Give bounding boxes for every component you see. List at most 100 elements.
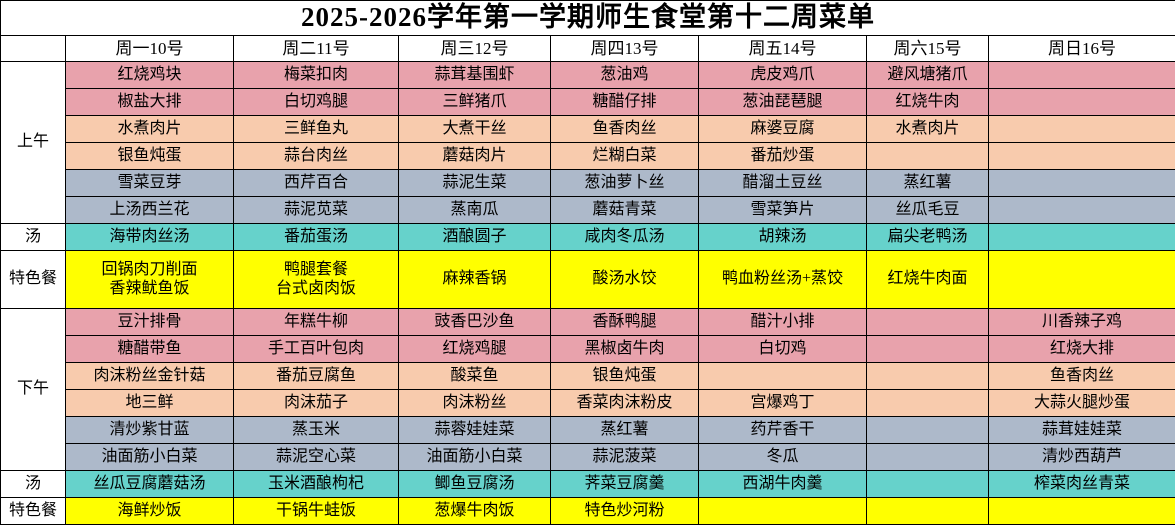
menu-row: 特色餐 海鲜炒饭 干锅牛蛙饭 葱爆牛肉饭 特色炒河粉 <box>0 497 1175 525</box>
menu-cell: 葱油鸡 <box>550 61 699 89</box>
menu-cell: 糖醋仔排 <box>550 88 699 116</box>
menu-row: 地三鲜 肉沫茄子 肉沫粉丝 香菜肉沫粉皮 宫爆鸡丁 大蒜火腿炒蛋 <box>1 389 1175 417</box>
menu-cell: 地三鲜 <box>65 389 234 417</box>
menu-cell: 蒸红薯 <box>866 169 989 197</box>
menu-cell: 醋汁小排 <box>698 308 867 336</box>
menu-cell: 川香辣子鸡 <box>988 308 1175 336</box>
menu-cell: 红烧牛肉 <box>866 88 989 116</box>
menu-cell: 白切鸡腿 <box>233 88 399 116</box>
menu-cell: 蒜蓉娃娃菜 <box>398 416 551 444</box>
day-header-1: 周一10号 <box>65 35 234 62</box>
menu-cell: 葱爆牛肉饭 <box>398 497 551 525</box>
menu-cell: 香酥鸭腿 <box>550 308 699 336</box>
menu-cell: 扁尖老鸭汤 <box>866 223 989 251</box>
day-header-3: 周三12号 <box>398 35 551 62</box>
menu-cell: 水煮肉片 <box>65 115 234 143</box>
day-header-6: 周六15号 <box>866 35 989 62</box>
menu-cell-empty <box>988 196 1175 224</box>
menu-cell: 丝瓜毛豆 <box>866 196 989 224</box>
section-label-morning: 上午 <box>0 61 66 224</box>
menu-cell: 冬瓜 <box>698 443 867 471</box>
menu-cell-empty <box>698 362 867 390</box>
menu-cell-empty <box>866 443 989 471</box>
menu-cell: 清炒紫甘蓝 <box>65 416 234 444</box>
menu-cell: 红烧牛肉面 <box>866 250 989 309</box>
menu-cell-empty <box>866 308 989 336</box>
menu-row: 肉沫粉丝金针菇 番茄豆腐鱼 酸菜鱼 银鱼炖蛋 鱼香肉丝 <box>1 362 1175 390</box>
menu-cell-empty <box>866 470 989 498</box>
menu-cell: 白切鸡 <box>698 335 867 363</box>
menu-cell: 蒜泥空心菜 <box>233 443 399 471</box>
menu-cell: 避风塘猪爪 <box>866 61 989 89</box>
menu-cell: 麻辣香锅 <box>398 250 551 309</box>
menu-cell: 豆汁排骨 <box>65 308 234 336</box>
menu-cell: 肉沫粉丝 <box>398 389 551 417</box>
day-header-row: 周一10号 周二11号 周三12号 周四13号 周五14号 周六15号 周日16号 <box>0 35 1175 62</box>
menu-cell: 蒜台肉丝 <box>233 142 399 170</box>
menu-cell: 番茄蛋汤 <box>233 223 399 251</box>
menu-cell: 咸肉冬瓜汤 <box>550 223 699 251</box>
menu-cell: 鸭血粉丝汤+蒸饺 <box>698 250 867 309</box>
menu-cell: 蒸玉米 <box>233 416 399 444</box>
menu-cell: 干锅牛蛙饭 <box>233 497 399 525</box>
menu-cell: 黑椒卤牛肉 <box>550 335 699 363</box>
menu-cell: 糖醋带鱼 <box>65 335 234 363</box>
menu-cell-empty <box>988 88 1175 116</box>
menu-cell: 丝瓜豆腐蘑菇汤 <box>65 470 234 498</box>
menu-cell: 肉沫茄子 <box>233 389 399 417</box>
menu-cell-empty <box>698 497 867 525</box>
menu-cell-empty <box>866 389 989 417</box>
menu-cell: 蘑菇青菜 <box>550 196 699 224</box>
menu-cell: 回锅肉刀削面 香辣鱿鱼饭 <box>65 250 234 309</box>
menu-cell: 海带肉丝汤 <box>65 223 234 251</box>
menu-cell: 榨菜肉丝青菜 <box>988 470 1175 498</box>
menu-cell-empty <box>988 142 1175 170</box>
menu-cell: 蒜茸基围虾 <box>398 61 551 89</box>
menu-cell: 鲫鱼豆腐汤 <box>398 470 551 498</box>
menu-cell: 上汤西兰花 <box>65 196 234 224</box>
menu-cell: 番茄炒蛋 <box>698 142 867 170</box>
page-title: 2025-2026学年第一学期师生食堂第十二周菜单 <box>0 0 1175 36</box>
menu-cell: 雪菜豆芽 <box>65 169 234 197</box>
menu-cell: 银鱼炖蛋 <box>65 142 234 170</box>
menu-cell: 药芹香干 <box>698 416 867 444</box>
menu-cell: 银鱼炖蛋 <box>550 362 699 390</box>
menu-cell-empty <box>988 223 1175 251</box>
menu-cell: 蒸南瓜 <box>398 196 551 224</box>
menu-row: 下午 豆汁排骨 年糕牛柳 豉香巴沙鱼 香酥鸭腿 醋汁小排 川香辣子鸡 <box>0 308 1175 471</box>
section-label-special-noon: 特色餐 <box>0 250 66 309</box>
menu-row: 糖醋带鱼 手工百叶包肉 红烧鸡腿 黑椒卤牛肉 白切鸡 红烧大排 <box>1 335 1175 363</box>
menu-cell-empty <box>866 142 989 170</box>
day-header-7: 周日16号 <box>988 35 1175 62</box>
menu-cell: 椒盐大排 <box>65 88 234 116</box>
menu-cell: 葱油琵琶腿 <box>698 88 867 116</box>
menu-cell: 葱油萝卜丝 <box>550 169 699 197</box>
menu-cell: 大蒜火腿炒蛋 <box>988 389 1175 417</box>
menu-cell: 肉沫粉丝金针菇 <box>65 362 234 390</box>
menu-row: 上汤西兰花 蒜泥苋菜 蒸南瓜 蘑菇青菜 雪菜笋片 丝瓜毛豆 <box>1 196 1175 224</box>
menu-cell: 烂糊白菜 <box>550 142 699 170</box>
section-label-afternoon: 下午 <box>0 308 66 471</box>
menu-cell: 宫爆鸡丁 <box>698 389 867 417</box>
menu-cell: 麻婆豆腐 <box>698 115 867 143</box>
menu-cell-empty <box>866 416 989 444</box>
menu-row: 银鱼炖蛋 蒜台肉丝 蘑菇肉片 烂糊白菜 番茄炒蛋 <box>1 142 1175 170</box>
menu-cell-empty <box>866 497 989 525</box>
menu-cell: 三鲜鱼丸 <box>233 115 399 143</box>
menu-cell-empty <box>988 115 1175 143</box>
section-label-special-evening: 特色餐 <box>0 497 66 525</box>
menu-cell-empty <box>988 497 1175 525</box>
day-header-2: 周二11号 <box>233 35 399 62</box>
menu-row: 上午 红烧鸡块 梅菜扣肉 蒜茸基围虾 葱油鸡 虎皮鸡爪 避风塘猪爪 <box>0 61 1175 224</box>
menu-cell: 大煮干丝 <box>398 115 551 143</box>
menu-cell: 水煮肉片 <box>866 115 989 143</box>
menu-row: 汤海带肉丝汤 番茄蛋汤 酒酿圆子 咸肉冬瓜汤 胡辣汤 扁尖老鸭汤 <box>0 223 1175 251</box>
menu-cell: 鱼香肉丝 <box>988 362 1175 390</box>
menu-cell: 西湖牛肉羹 <box>698 470 867 498</box>
menu-cell-empty <box>988 250 1175 309</box>
menu-cell: 酸汤水饺 <box>550 250 699 309</box>
menu-cell: 醋溜土豆丝 <box>698 169 867 197</box>
menu-cell: 番茄豆腐鱼 <box>233 362 399 390</box>
day-header-5: 周五14号 <box>698 35 867 62</box>
